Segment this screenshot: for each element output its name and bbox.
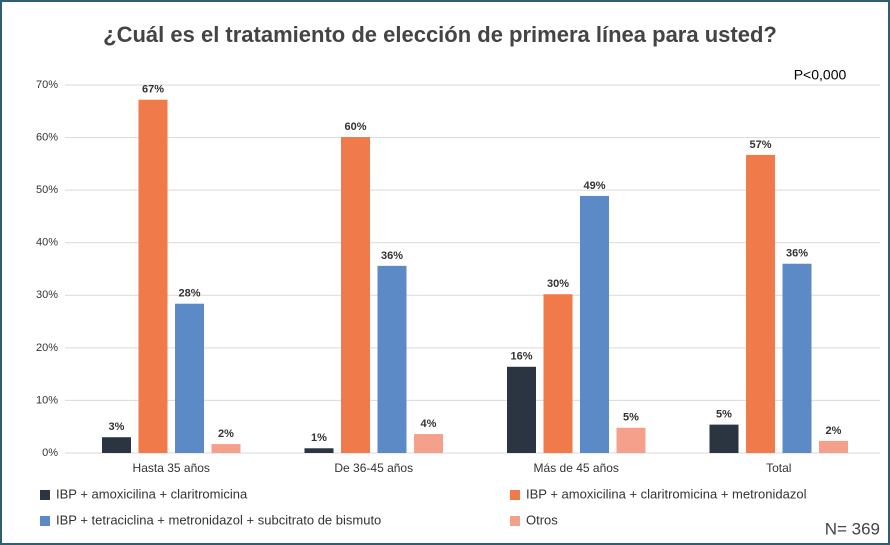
- bar: [138, 99, 168, 453]
- data-label: 36%: [381, 250, 403, 262]
- x-tick-label: De 36-45 años: [334, 461, 413, 475]
- y-tick-label: 50%: [36, 184, 58, 196]
- bar: [580, 195, 609, 453]
- legend-swatch: [510, 490, 520, 500]
- bar: [782, 263, 812, 453]
- bar: [746, 154, 775, 454]
- y-tick-label: 10%: [36, 394, 58, 406]
- annotation: N= 369: [825, 519, 880, 538]
- bar: [341, 137, 370, 453]
- data-label: 1%: [311, 432, 327, 444]
- data-label: 57%: [749, 139, 771, 151]
- data-label: 49%: [583, 180, 605, 192]
- legend-label: IBP + amoxicilina + claritromicina: [56, 486, 248, 501]
- legend-label: Otros: [526, 512, 558, 527]
- y-tick-label: 20%: [36, 342, 58, 354]
- y-tick-label: 40%: [36, 237, 58, 249]
- data-label: 67%: [142, 84, 164, 96]
- bar: [102, 437, 131, 453]
- data-label: 4%: [421, 418, 437, 430]
- legend-swatch: [40, 516, 50, 526]
- y-tick-label: 0%: [42, 447, 58, 459]
- legend-label: IBP + amoxicilina + claritromicina + met…: [526, 486, 807, 501]
- x-tick-label: Más de 45 años: [534, 461, 619, 475]
- bar: [543, 294, 573, 453]
- x-tick-label: Total: [766, 461, 791, 475]
- x-tick-label: Hasta 35 años: [133, 461, 210, 475]
- y-tick-label: 60%: [36, 131, 58, 143]
- data-label: 3%: [109, 421, 125, 433]
- data-label: 2%: [826, 425, 842, 437]
- data-label: 36%: [786, 248, 808, 260]
- bar: [819, 440, 848, 453]
- annotation: P<0,000: [794, 67, 847, 83]
- bar: [304, 448, 334, 453]
- data-label: 30%: [547, 278, 569, 290]
- data-label: 5%: [716, 409, 732, 421]
- chart-title: ¿Cuál es el tratamiento de elección de p…: [103, 22, 777, 47]
- bar: [616, 427, 646, 453]
- legend-swatch: [40, 490, 50, 500]
- data-label: 5%: [623, 412, 639, 424]
- bar: [709, 424, 739, 453]
- bar: [414, 434, 443, 453]
- data-label: 16%: [510, 351, 532, 363]
- data-label: 2%: [218, 428, 234, 440]
- legend-swatch: [510, 516, 520, 526]
- bar: [175, 303, 204, 453]
- bar: [377, 265, 407, 453]
- bar: [211, 444, 241, 453]
- data-label: 28%: [178, 288, 200, 300]
- y-tick-label: 30%: [36, 289, 58, 301]
- bar: [507, 366, 536, 453]
- data-label: 60%: [344, 121, 366, 133]
- y-tick-label: 70%: [36, 79, 58, 91]
- legend-label: IBP + tetraciclina + metronidazol + subc…: [56, 512, 381, 527]
